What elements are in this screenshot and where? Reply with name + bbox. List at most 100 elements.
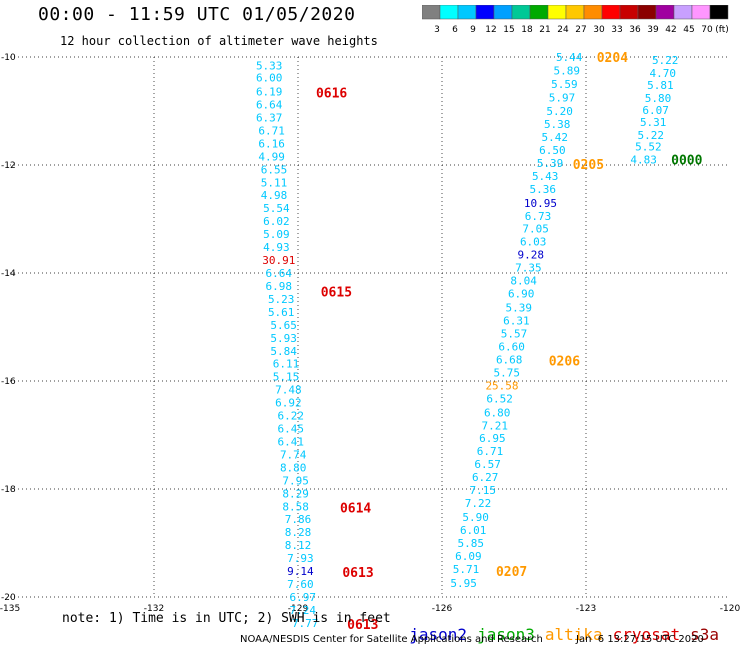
legend-swatch <box>709 5 729 20</box>
pass-time-label: 0207 <box>496 565 527 580</box>
y-tick-label: -16 <box>1 377 16 387</box>
wave-height-value: 5.75 <box>494 366 521 379</box>
wave-height-value: 5.80 <box>645 92 672 105</box>
wave-height-value: 6.97 <box>290 591 317 604</box>
wave-height-value: 7.93 <box>287 552 314 565</box>
y-tick-label: -18 <box>1 485 16 495</box>
x-tick-label: -120 <box>720 604 740 614</box>
wave-height-value: 7.24 <box>290 604 317 617</box>
wave-height-value: 6.60 <box>498 340 525 353</box>
wave-height-value: 6.31 <box>503 315 530 328</box>
legend-label: (ft) <box>715 25 729 35</box>
wave-height-value: 6.73 <box>525 210 552 223</box>
legend-label: 21 <box>539 25 550 35</box>
wave-height-value: 5.52 <box>635 141 662 154</box>
wave-height-value: 5.59 <box>551 78 578 91</box>
wave-height-value: 6.90 <box>508 288 535 301</box>
wave-height-value: 5.85 <box>458 537 485 550</box>
wave-height-value: 5.57 <box>501 327 528 340</box>
wave-height-value: 4.93 <box>263 241 290 254</box>
wave-height-value: 6.50 <box>539 144 566 157</box>
wave-height-value: 6.19 <box>256 86 283 99</box>
satellite-jason2: jason2 <box>409 625 468 644</box>
credit-line: NOAA/NESDIS Center for Satellite Applica… <box>240 634 543 645</box>
wave-height-value: 7.48 <box>275 384 302 397</box>
wave-height-value: 5.42 <box>542 131 569 144</box>
wave-height-value: 6.01 <box>460 524 487 537</box>
legend-label: 12 <box>485 25 496 35</box>
x-tick-label: -123 <box>576 604 596 614</box>
wave-height-value: 7.22 <box>465 497 492 510</box>
wave-height-value: 5.97 <box>549 92 576 105</box>
wave-height-value: 6.98 <box>266 280 293 293</box>
wave-height-value: 5.61 <box>268 306 295 319</box>
legend-label: 45 <box>683 25 694 35</box>
wave-height-value: 5.89 <box>554 65 581 78</box>
wave-height-value: 6.57 <box>474 458 501 471</box>
x-tick-label: -132 <box>144 604 164 614</box>
satellite-s3a: s3a <box>690 625 719 644</box>
wave-height-value: 8.28 <box>285 526 312 539</box>
wave-height-value: 7.60 <box>287 578 314 591</box>
legend-label: 33 <box>611 25 622 35</box>
pass-time-label: 0206 <box>549 354 580 369</box>
wave-height-value: 5.09 <box>263 228 290 241</box>
x-tick-label: -126 <box>432 604 453 614</box>
chart-subtitle: 12 hour collection of altimeter wave hei… <box>60 34 378 48</box>
wave-height-value: 6.45 <box>278 423 305 436</box>
wave-height-value: 6.64 <box>256 99 283 112</box>
chart-title: 00:00 - 11:59 UTC 01/05/2020 <box>38 4 356 25</box>
wave-height-value: 8.12 <box>285 539 312 552</box>
wave-height-value: 6.64 <box>266 267 293 280</box>
pass-time-label: 0204 <box>597 51 628 66</box>
wave-height-value: 5.15 <box>273 371 300 384</box>
wave-height-value: 6.02 <box>263 215 290 228</box>
wave-height-value: 7.86 <box>285 513 312 526</box>
wave-height-value: 7.05 <box>522 223 549 236</box>
legend-label: 6 <box>452 25 458 35</box>
wave-height-value: 9.14 <box>287 565 314 578</box>
wave-height-value: 8.58 <box>282 500 309 513</box>
wave-height-value: 4.70 <box>650 67 677 80</box>
wave-height-value: 7.15 <box>470 484 497 497</box>
wave-height-value: 8.29 <box>282 487 309 500</box>
satellite-altika: altika <box>544 625 603 644</box>
legend-label: 36 <box>629 25 641 35</box>
wave-height-value: 6.71 <box>477 445 504 458</box>
wave-height-value: 5.39 <box>506 302 533 315</box>
wave-height-value: 8.80 <box>280 461 307 474</box>
wave-height-value: 5.38 <box>544 118 571 131</box>
wave-height-value: 8.04 <box>510 275 537 288</box>
wave-height-value: 5.84 <box>270 345 297 358</box>
generation-timestamp: Jan 6 13:27:15 UTC 2020 <box>576 634 704 645</box>
pass-time-label: 0205 <box>573 158 604 173</box>
wave-height-value: 5.11 <box>261 176 288 189</box>
wave-height-value: 5.39 <box>537 157 564 170</box>
wave-height-value: 6.16 <box>258 137 285 150</box>
wave-height-value: 5.71 <box>453 563 480 576</box>
wave-height-value: 4.98 <box>261 189 288 202</box>
wave-height-value: 5.93 <box>270 332 297 345</box>
wave-height-value: 7.77 <box>292 617 319 630</box>
wave-height-value: 5.44 <box>556 51 583 64</box>
satellite-legend: jason2 jason3 altika cryosat s3a <box>390 606 729 644</box>
wave-height-value: 5.22 <box>638 129 665 142</box>
legend-label: 9 <box>470 25 476 35</box>
units-note: note: 1) Time is in UTC; 2) SWH is in fe… <box>62 611 391 626</box>
wave-height-value: 6.52 <box>486 392 513 405</box>
x-tick-label: -135 <box>0 604 20 614</box>
wave-height-value: 6.11 <box>273 358 300 371</box>
wave-height-value: 5.90 <box>462 511 489 524</box>
wave-height-value: 6.95 <box>479 432 506 445</box>
wave-height-value: 5.33 <box>256 60 283 73</box>
y-tick-label: -10 <box>1 53 16 63</box>
wave-height-value: 5.65 <box>270 319 297 332</box>
legend-label: 42 <box>665 25 676 35</box>
wave-height-value: 7.95 <box>282 474 309 487</box>
wave-height-value: 6.41 <box>278 435 305 448</box>
wave-height-value: 5.43 <box>532 170 559 183</box>
wave-height-value: 6.27 <box>472 471 499 484</box>
wave-height-value: 6.07 <box>642 104 669 117</box>
legend-label: 39 <box>647 25 659 35</box>
